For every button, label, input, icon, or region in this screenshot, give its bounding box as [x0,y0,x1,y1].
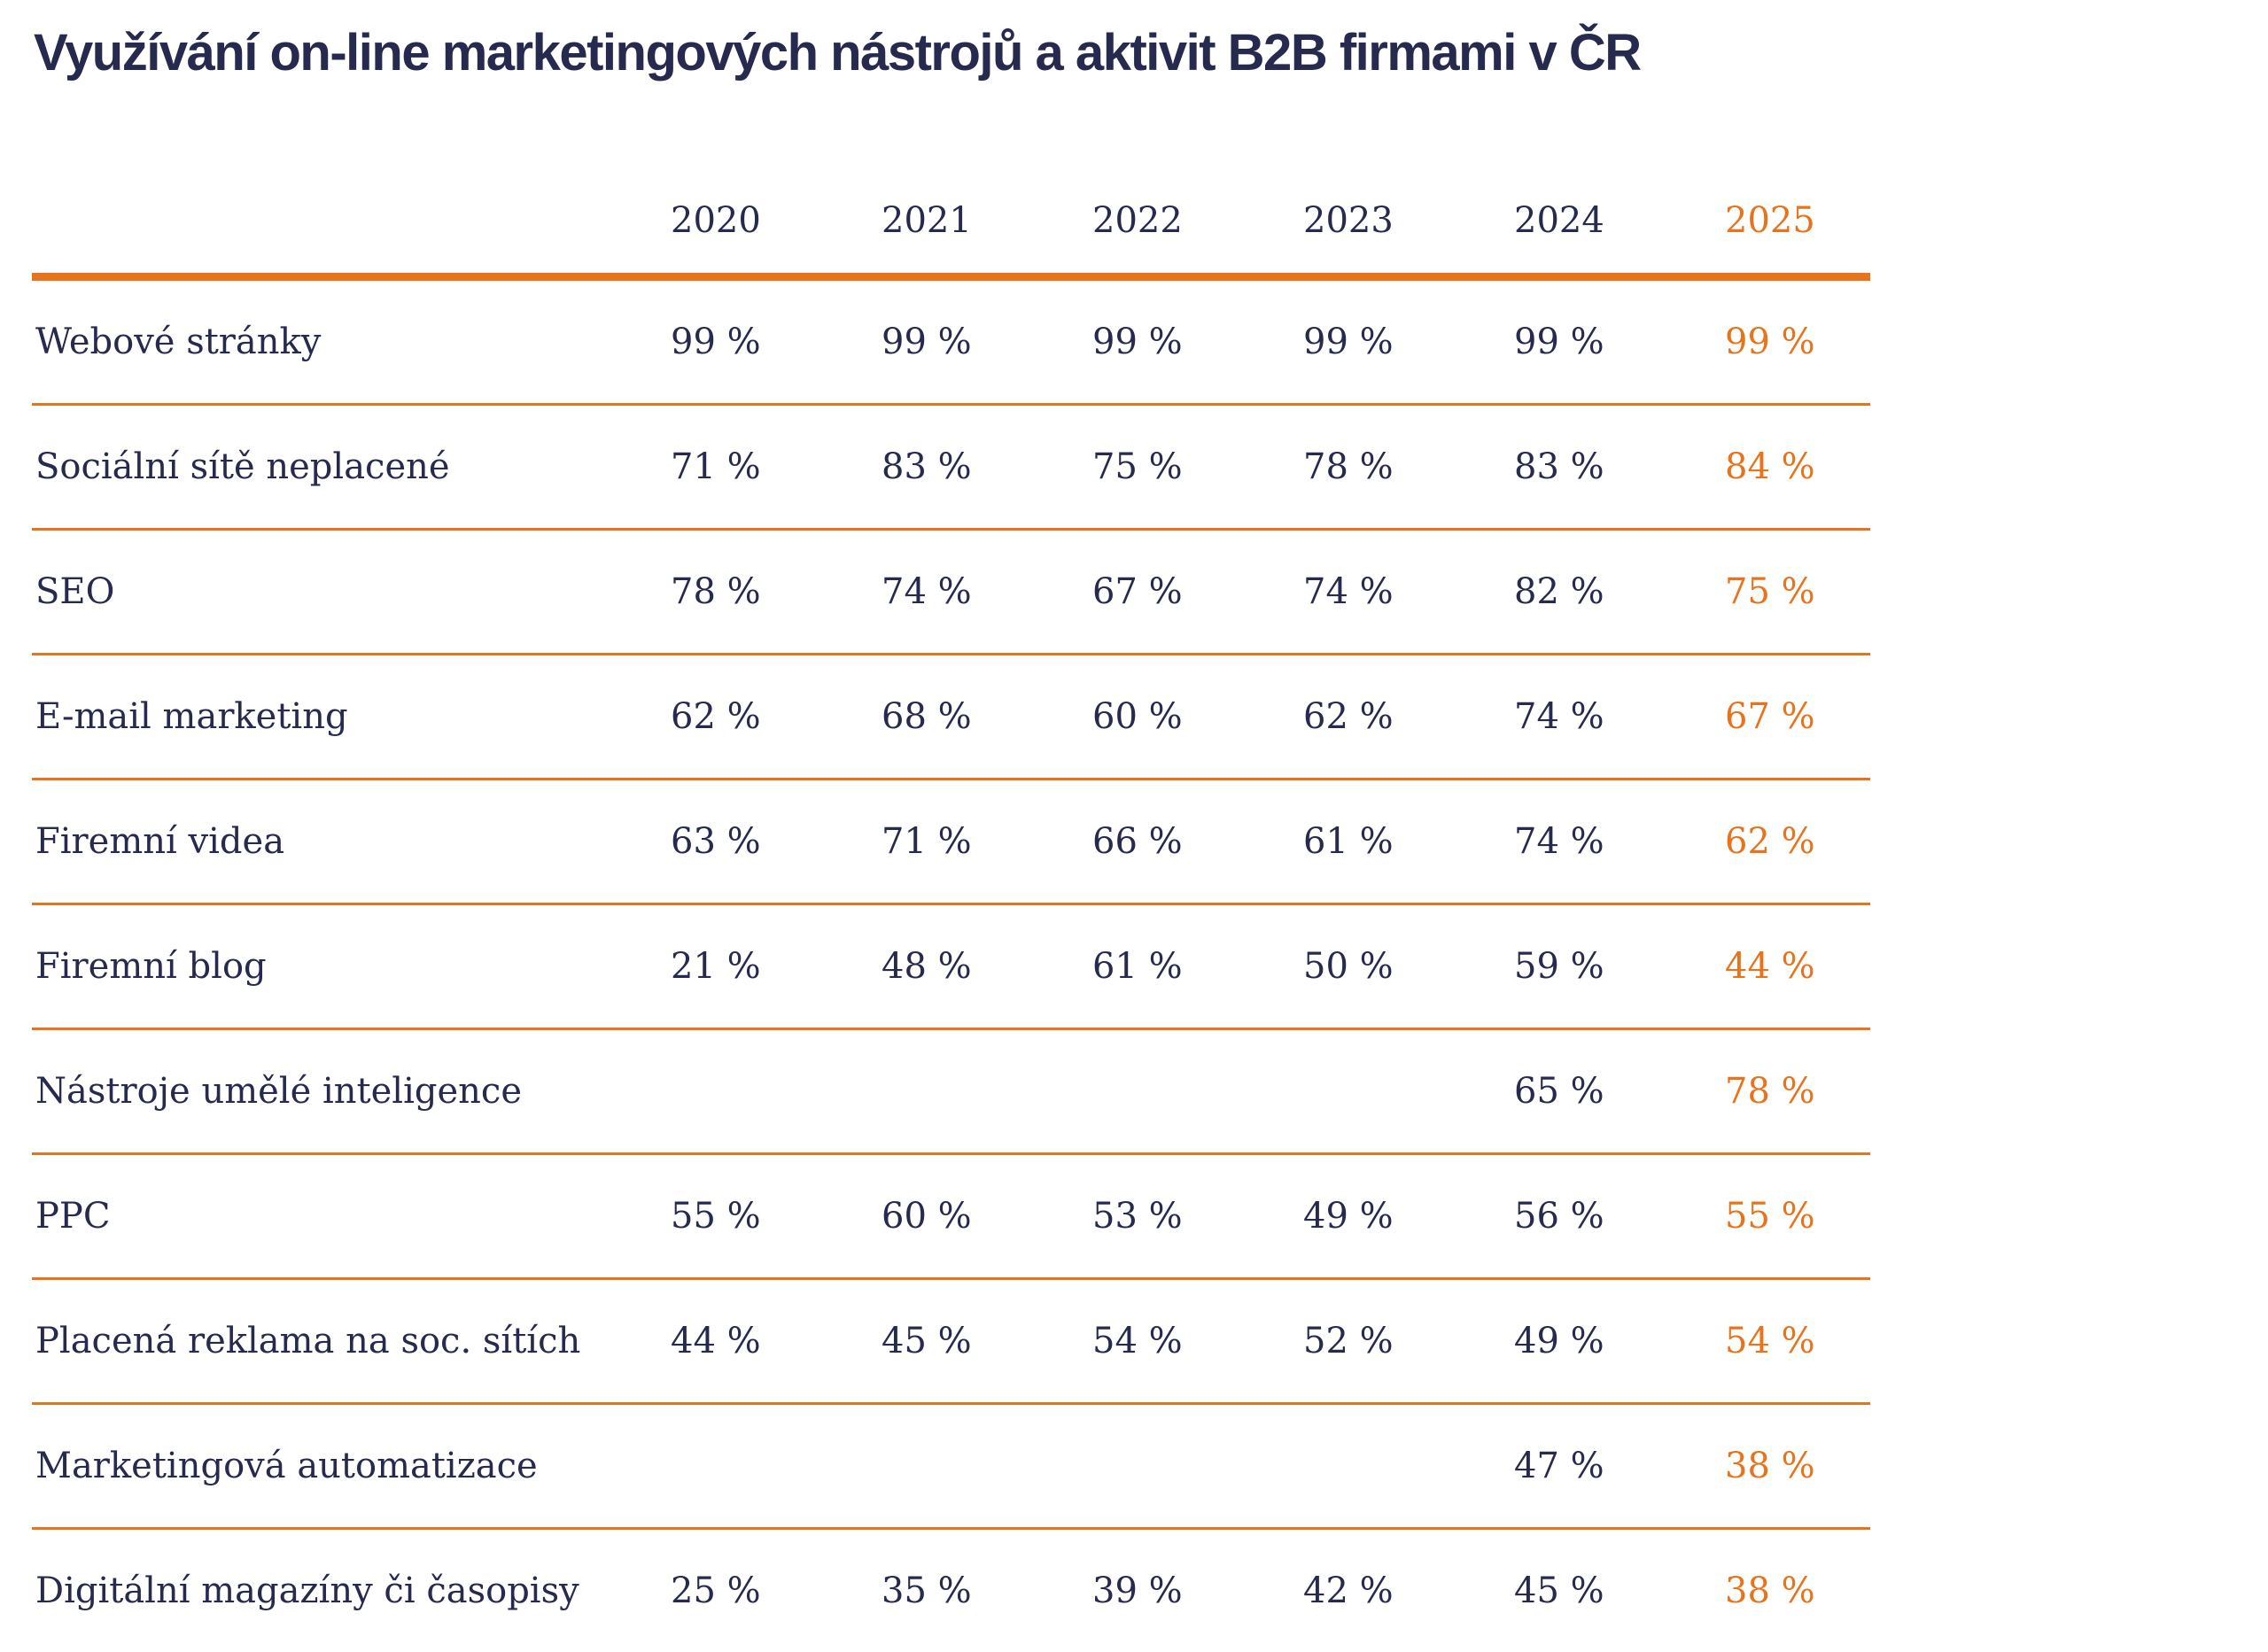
table-cell: 82 % [1514,571,1604,612]
row-label: Webové stránky [35,322,322,362]
table-cell: 83 % [1514,446,1604,487]
table-cell: 71 % [882,821,972,862]
table-header-row: 2020 2021 2022 2023 2024 2025 [32,168,1870,281]
column-header-highlight: 2025 [1725,200,1815,241]
table-cell: 74 % [1303,571,1394,612]
table-cell: 25 % [671,1571,761,1611]
row-label: SEO [35,571,115,612]
row-label: Digitální magazíny či časopisy [35,1571,579,1611]
table-row: Placená reklama na soc. sítích 44 % 45 % 54… [32,1280,1870,1405]
table-cell: 83 % [882,446,972,487]
row-label: Sociální sítě neplacené [35,446,450,487]
table-cell: 52 % [1303,1321,1394,1361]
table-cell: 49 % [1514,1321,1604,1361]
data-table: 2020 2021 2022 2023 2024 2025 Webové str… [32,168,1870,1652]
table-cell: 47 % [1514,1446,1604,1486]
table-cell: 50 % [1303,946,1394,987]
table-cell: 61 % [1092,946,1183,987]
table-cell: 74 % [1514,821,1604,862]
table-cell: 35 % [882,1571,972,1611]
table-cell: 49 % [1303,1196,1394,1237]
column-header: 2021 [882,200,972,241]
table-row: Marketingová automatizace 47 % 38 % [32,1405,1870,1530]
row-label: E-mail marketing [35,696,348,737]
table-cell: 54 % [1092,1321,1183,1361]
table-cell: 99 % [1514,322,1604,362]
table-cell: 42 % [1303,1571,1394,1611]
column-header: 2023 [1303,200,1394,241]
table-cell: 45 % [882,1321,972,1361]
table-row: PPC 55 % 60 % 53 % 49 % 56 % 55 % [32,1155,1870,1280]
table-cell-highlight: 99 % [1725,322,1815,362]
table-cell: 99 % [882,322,972,362]
table-cell-highlight: 62 % [1725,821,1815,862]
table-cell: 56 % [1514,1196,1604,1237]
table-cell: 59 % [1514,946,1604,987]
row-label: Placená reklama na soc. sítích [35,1321,581,1361]
table-cell: 74 % [882,571,972,612]
table-cell: 61 % [1303,821,1394,862]
table-cell: 78 % [671,571,761,612]
table-cell: 78 % [1303,446,1394,487]
table-cell: 67 % [1092,571,1183,612]
table-cell: 45 % [1514,1571,1604,1611]
page-title: Využívání on-line marketingových nástroj… [34,24,1642,81]
column-header: 2022 [1092,200,1183,241]
table-cell-highlight: 67 % [1725,696,1815,737]
table-cell: 62 % [671,696,761,737]
table-cell: 44 % [671,1321,761,1361]
column-header: 2024 [1514,200,1604,241]
table-row: Sociální sítě neplacené 71 % 83 % 75 % 78 % 8… [32,406,1870,531]
table-cell: 60 % [1092,696,1183,737]
row-label: Firemní blog [35,946,267,987]
table-cell: 55 % [671,1196,761,1237]
row-label: PPC [35,1196,111,1237]
table-cell: 60 % [882,1196,972,1237]
table-body: Webové stránky 99 % 99 % 99 % 99 % 99 % 99 % So… [32,281,1870,1652]
table-cell: 53 % [1092,1196,1183,1237]
table-cell: 62 % [1303,696,1394,737]
row-label: Nástroje umělé inteligence [35,1071,522,1112]
table-cell: 66 % [1092,821,1183,862]
table-row: Nástroje umělé inteligence 65 % 78 % [32,1030,1870,1155]
table-cell-highlight: 38 % [1725,1446,1815,1486]
table-cell: 99 % [671,322,761,362]
table-cell: 71 % [671,446,761,487]
table-cell: 74 % [1514,696,1604,737]
table-cell: 65 % [1514,1071,1604,1112]
table-cell: 39 % [1092,1571,1183,1611]
table-row: Webové stránky 99 % 99 % 99 % 99 % 99 % 99 % [32,281,1870,406]
table-cell-highlight: 75 % [1725,571,1815,612]
table-row: Digitální magazíny či časopisy 25 % 35 % 39… [32,1530,1870,1652]
column-header: 2020 [671,200,761,241]
table-cell-highlight: 54 % [1725,1321,1815,1361]
table-cell: 99 % [1092,322,1183,362]
table-row: E-mail marketing 62 % 68 % 60 % 62 % 74 % 67 % [32,655,1870,780]
table-cell-highlight: 78 % [1725,1071,1815,1112]
table-cell-highlight: 38 % [1725,1571,1815,1611]
table-cell: 75 % [1092,446,1183,487]
table-cell: 68 % [882,696,972,737]
table-cell-highlight: 84 % [1725,446,1815,487]
row-label: Firemní videa [35,821,285,862]
table-row: Firemní blog 21 % 48 % 61 % 50 % 59 % 44 % [32,905,1870,1030]
row-label: Marketingová automatizace [35,1446,538,1486]
table-row: Firemní videa 63 % 71 % 66 % 61 % 74 % 62 % [32,780,1870,905]
table-cell-highlight: 44 % [1725,946,1815,987]
table-cell-highlight: 55 % [1725,1196,1815,1237]
table-cell: 99 % [1303,322,1394,362]
table-cell: 63 % [671,821,761,862]
table-cell: 48 % [882,946,972,987]
table-cell: 21 % [671,946,761,987]
table-row: SEO 78 % 74 % 67 % 74 % 82 % 75 % [32,531,1870,655]
